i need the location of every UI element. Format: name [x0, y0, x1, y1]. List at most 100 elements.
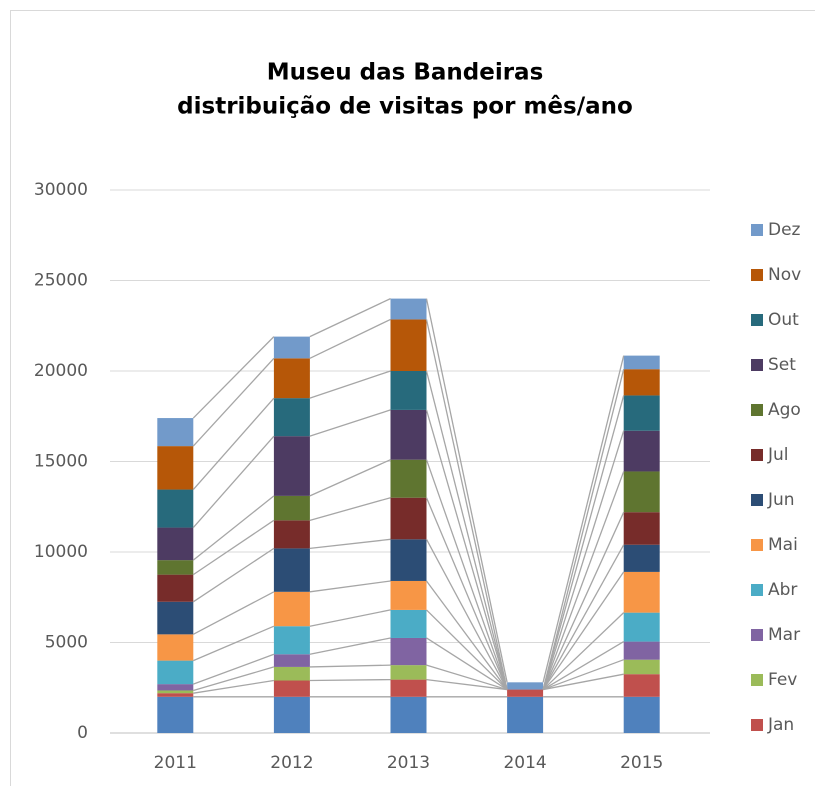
series-line	[427, 539, 508, 689]
bar-segment	[274, 548, 310, 591]
legend-label: Set	[768, 355, 796, 375]
bar-segment	[274, 358, 310, 398]
y-tick-label: 0	[77, 723, 88, 743]
x-tick-label: 2011	[154, 753, 197, 773]
bar-segment	[157, 418, 193, 446]
bar-segment	[624, 642, 660, 660]
legend-label: Nov	[768, 265, 801, 285]
bar-segment	[391, 610, 427, 638]
series-line	[310, 665, 391, 667]
bar-segment	[507, 682, 543, 689]
series-line	[310, 371, 391, 398]
bar-segment	[157, 575, 193, 602]
bar-segment	[274, 667, 310, 681]
bar-segment	[391, 299, 427, 320]
series-line	[543, 369, 624, 689]
legend-label: Mai	[768, 535, 798, 555]
series-line	[193, 398, 274, 489]
legend-label: Jul	[767, 445, 789, 465]
series-line	[543, 512, 624, 689]
x-tick-label: 2013	[387, 753, 430, 773]
bar-segment	[624, 471, 660, 512]
series-line	[310, 539, 391, 548]
y-tick-label: 15000	[34, 452, 88, 472]
legend-swatch	[751, 224, 763, 236]
series-line	[193, 337, 274, 418]
bar-segment	[391, 460, 427, 498]
series-line	[310, 581, 391, 592]
chart-title: Museu das Bandeiras	[267, 60, 544, 86]
legend-swatch	[751, 584, 763, 596]
bar-segment	[274, 436, 310, 496]
bar-segment	[274, 681, 310, 697]
legend-swatch	[751, 314, 763, 326]
bar-segment	[157, 490, 193, 528]
legend-label: Ago	[768, 400, 801, 420]
bar-segment	[274, 520, 310, 548]
bar-segment	[157, 528, 193, 561]
bar-segment	[507, 697, 543, 733]
series-line	[193, 592, 274, 635]
y-tick-label: 25000	[34, 271, 88, 291]
series-line	[427, 460, 508, 690]
bar-segment	[274, 337, 310, 359]
bar-segment	[157, 697, 193, 733]
bar-segment	[624, 369, 660, 395]
series-line	[310, 498, 391, 521]
bar-segment	[391, 498, 427, 540]
bar-segment	[157, 560, 193, 574]
bar-segment	[391, 680, 427, 697]
bar-segment	[274, 398, 310, 436]
series-line	[310, 680, 391, 681]
x-tick-label: 2012	[270, 753, 313, 773]
legend-swatch	[751, 539, 763, 551]
bar-segment	[157, 693, 193, 697]
series-line	[543, 395, 624, 689]
legend-label: Abr	[768, 580, 797, 600]
legend-swatch	[751, 269, 763, 281]
bar-segment	[624, 674, 660, 697]
bar-segment	[391, 410, 427, 460]
series-line	[427, 319, 508, 689]
bar-segment	[157, 690, 193, 693]
series-line	[310, 299, 391, 337]
bar-segment	[274, 697, 310, 733]
series-line	[427, 371, 508, 690]
series-line	[193, 626, 274, 660]
bar-segment	[624, 660, 660, 674]
bar-segment	[391, 665, 427, 679]
bar-segment	[624, 395, 660, 430]
x-tick-label: 2015	[620, 753, 663, 773]
bar-segment	[274, 626, 310, 654]
bar-segment	[157, 602, 193, 635]
bar-segment	[157, 684, 193, 690]
legend-label: Dez	[768, 220, 801, 240]
legend-swatch	[751, 404, 763, 416]
legend-swatch	[751, 359, 763, 371]
bar-segment	[391, 539, 427, 581]
series-line	[543, 356, 624, 683]
legend-swatch	[751, 719, 763, 731]
bar-segment	[624, 512, 660, 545]
legend-swatch	[751, 494, 763, 506]
bar-segment	[391, 697, 427, 733]
bar-segment	[274, 592, 310, 626]
series-line	[427, 410, 508, 690]
y-tick-label: 30000	[34, 180, 88, 200]
legend-label: Jan	[767, 715, 794, 735]
bar-segment	[391, 319, 427, 371]
series-line	[193, 436, 274, 527]
series-line	[193, 548, 274, 601]
bar-segment	[624, 613, 660, 642]
bar-segment	[391, 638, 427, 665]
legend-label: Mar	[768, 625, 800, 645]
bar-segment	[274, 654, 310, 667]
series-line	[310, 638, 391, 654]
bar-segment	[624, 697, 660, 733]
bar-segment	[624, 545, 660, 572]
chart-title: distribuição de visitas por mês/ano	[177, 94, 633, 120]
legend-label: Jun	[767, 490, 795, 510]
bar-segment	[274, 496, 310, 520]
series-line	[193, 654, 274, 684]
